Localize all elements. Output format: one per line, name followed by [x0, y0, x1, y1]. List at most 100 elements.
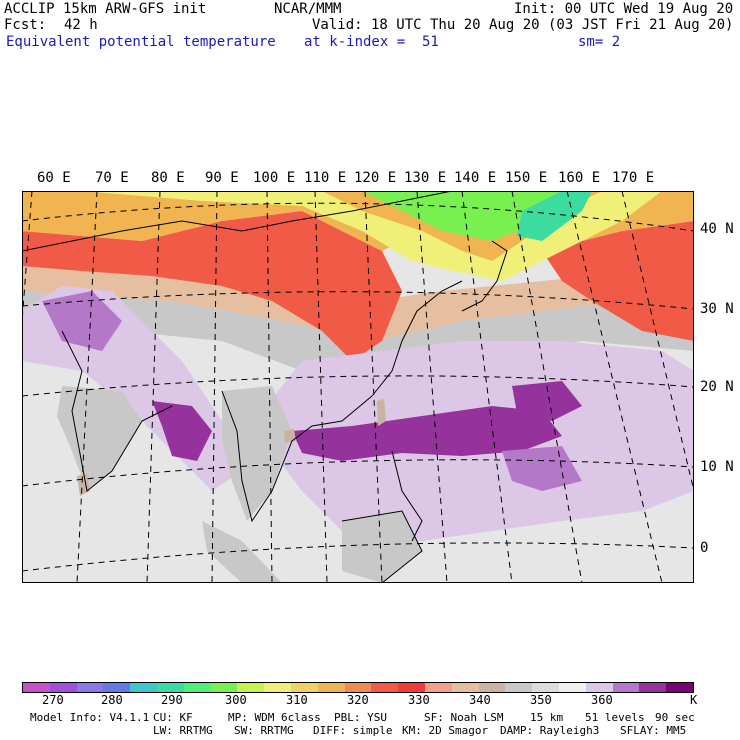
purple-patch-pacific: [502, 446, 582, 491]
longwave-scheme: LW: RRTMG: [153, 724, 213, 737]
model-title: ACCLIP 15km ARW-GFS init: [4, 1, 207, 17]
map-border: [22, 191, 694, 583]
surface-layer-scheme: SFLAY: MM5: [620, 724, 687, 737]
red-region: [22, 211, 402, 361]
colorbar-swatch-19: [532, 683, 559, 692]
colorbar-swatch-3: [103, 683, 131, 692]
colorbar-swatch-20: [558, 683, 586, 692]
lon-label-90e: 90 E: [205, 170, 239, 186]
colorbar-swatch-10: [290, 683, 318, 692]
colorbar-swatch-23: [639, 683, 667, 692]
colorbar-tick-280: 280: [101, 693, 123, 707]
lon-label-70e: 70 E: [95, 170, 129, 186]
time-step: 90 sec: [655, 711, 695, 724]
km-scheme: KM: 2D Smagor: [402, 724, 489, 737]
init-time: Init: 00 UTC Wed 19 Aug 20: [514, 1, 734, 17]
purple-core-northwest: [42, 291, 122, 351]
colorbar: [22, 682, 694, 693]
lat-line-40n: [22, 202, 694, 232]
lon-label-130e: 130 E: [404, 170, 447, 186]
pbl-scheme: PBL: YSU: [334, 711, 387, 724]
shortwave-scheme: SW: RRTMG: [234, 724, 294, 737]
vertical-levels: 51 levels: [585, 711, 645, 724]
colorbar-swatch-13: [371, 683, 399, 692]
lon-line-170e: [621, 191, 694, 492]
coastline-china: [371, 280, 463, 397]
colorbar-swatch-0: [23, 683, 50, 692]
colorbar-swatch-11: [317, 683, 345, 692]
lon-label-170e: 170 E: [612, 170, 655, 186]
forecast-hours: 42 h: [64, 17, 98, 33]
colorbar-tick-290: 290: [161, 693, 183, 707]
diffusion-scheme: DIFF: simple: [313, 724, 393, 737]
grid-spacing: 15 km: [530, 711, 564, 724]
cumulus-scheme: CU: KF: [153, 711, 193, 724]
colorbar-swatch-17: [478, 683, 506, 692]
surface-scheme: SF: Noah LSM: [424, 711, 504, 724]
lon-line-160e: [566, 191, 663, 583]
colorbar-tick-360: 360: [591, 693, 613, 707]
colorbar-tick-340: 340: [469, 693, 491, 707]
lon-label-140e: 140 E: [454, 170, 497, 186]
lat-line-30n: [22, 291, 694, 310]
colorbar-swatch-1: [49, 683, 77, 692]
colorbar-swatch-7: [210, 683, 238, 692]
island-taiwan: [377, 399, 386, 426]
coastline-india: [61, 330, 173, 492]
lon-label-150e: 150 E: [505, 170, 548, 186]
red-region-east: [542, 221, 694, 341]
microphysics-scheme: MP: WDM 6class: [228, 711, 321, 724]
green-region: [362, 191, 582, 241]
colorbar-swatch-21: [585, 683, 613, 692]
colorbar-tick-330: 330: [408, 693, 430, 707]
theta-e-map: [22, 191, 694, 583]
damping-scheme: DAMP: Rayleigh3: [500, 724, 600, 737]
colorbar-swatch-16: [451, 683, 479, 692]
colorbar-swatch-24: [666, 683, 693, 692]
colorbar-swatch-2: [76, 683, 104, 692]
colorbar-swatch-8: [237, 683, 265, 692]
lon-label-60e: 60 E: [37, 170, 71, 186]
forecast-label: Fcst:: [4, 17, 47, 33]
colorbar-swatch-15: [424, 683, 452, 692]
colorbar-swatch-12: [344, 683, 372, 692]
purple-core-india: [152, 401, 212, 461]
model-version: Model Info: V4.1.1: [30, 711, 150, 724]
lat-label-10n: 10 N: [700, 459, 734, 475]
yellow-region: [82, 191, 662, 281]
land-indochina: [222, 386, 292, 521]
colorbar-tick-320: 320: [347, 693, 369, 707]
lon-label-160e: 160 E: [558, 170, 601, 186]
land-sumatra: [202, 521, 282, 583]
lat-label-30n: 30 N: [700, 301, 734, 317]
coastline-philippines: [391, 450, 423, 542]
colorbar-tick-270: 270: [42, 693, 64, 707]
level-index: at k-index = 51: [304, 34, 439, 50]
colorbar-tick-310: 310: [286, 693, 308, 707]
center-label: NCAR/MMM: [274, 1, 342, 17]
colorbar-swatch-18: [505, 683, 533, 692]
lon-label-120e: 120 E: [354, 170, 397, 186]
land-borneo: [342, 511, 422, 583]
valid-time: Valid: 18 UTC Thu 20 Aug 20 (03 JST Fri …: [312, 17, 734, 33]
colorbar-swatch-6: [183, 683, 211, 692]
colorbar-swatch-14: [398, 683, 425, 692]
colorbar-tick-300: 300: [225, 693, 247, 707]
colorbar-swatch-22: [612, 683, 640, 692]
colorbar-swatch-5: [156, 683, 184, 692]
lat-label-equator: 0: [700, 540, 709, 556]
colorbar-swatch-4: [130, 683, 157, 692]
coastline-japan: [461, 240, 508, 312]
lon-line-150e: [511, 191, 583, 583]
lon-label-100e: 100 E: [253, 170, 296, 186]
field-name: Equivalent potential temperature: [6, 34, 276, 50]
lon-label-110e: 110 E: [304, 170, 347, 186]
lat-label-40n: 40 N: [700, 221, 734, 237]
lat-label-20n: 20 N: [700, 379, 734, 395]
purple-core-east: [512, 381, 582, 421]
island-hainan: [284, 429, 296, 443]
colorbar-swatch-9: [264, 683, 291, 692]
colorbar-unit: K: [690, 693, 698, 707]
smoothing-value: sm= 2: [578, 34, 621, 50]
coastline-seasia: [221, 390, 373, 523]
